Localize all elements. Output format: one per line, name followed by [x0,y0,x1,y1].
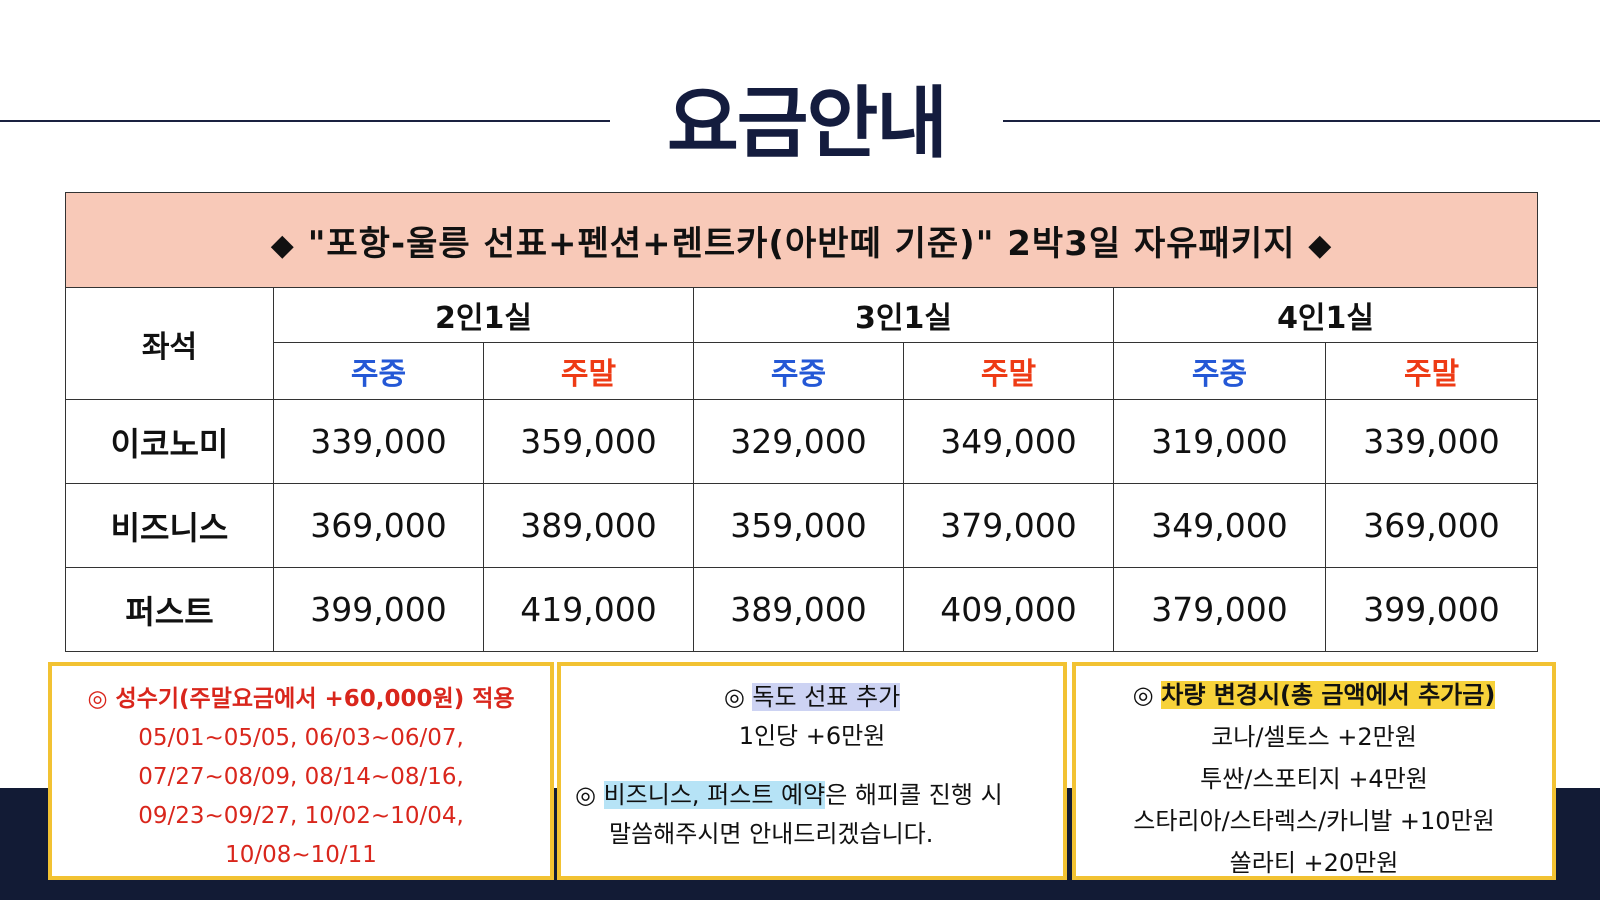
price-cell: 369,000 [273,483,484,568]
peak-season-note: ◎ 성수기(주말요금에서 +60,000원) 적용 05/01~05/05, 0… [48,662,554,880]
price-cell: 399,000 [273,567,484,652]
weekend-header: 주말 [903,342,1114,400]
title-divider-right [1003,120,1600,122]
peak-season-title: ◎ 성수기(주말요금에서 +60,000원) 적용 [87,686,515,712]
car-upgrade-label: 차량 변경시(총 금액에서 추가금) [1161,681,1496,709]
price-cell: 329,000 [693,399,904,484]
dokdo-ticket-price: 1인당 +6만원 [738,722,886,750]
reservation-highlight: 비즈니스, 퍼스트 예약 [603,781,826,809]
room-group-header: 4인1실 [1112,287,1539,343]
diamond-icon: ◆ [270,227,295,263]
price-cell: 349,000 [903,399,1114,484]
price-cell: 379,000 [903,483,1114,568]
peak-season-dates: 05/01~05/05, 06/03~06/07, [138,725,464,751]
price-cell: 369,000 [1324,483,1539,568]
circle-mark-icon: ◎ [723,683,745,711]
banner-text: "포항-울릉 선표+펜션+렌트카(아반떼 기준)" 2박3일 자유패키지 [307,223,1296,264]
reservation-note-line2: 말씀해주시면 안내드리겠습니다. [609,820,934,848]
weekend-header: 주말 [483,342,694,400]
dokdo-ticket-label: 독도 선표 추가 [752,683,901,711]
price-cell: 339,000 [273,399,484,484]
reservation-text: 은 해피콜 진행 시 [825,781,1003,809]
car-option: 쏠라티 +20만원 [1229,849,1399,877]
price-table: ◆ "포항-울릉 선표+펜션+렌트카(아반떼 기준)" 2박3일 자유패키지 ◆… [64,192,1539,652]
table-row: 비즈니스 369,000 389,000 359,000 379,000 349… [65,483,1539,568]
price-cell: 379,000 [1113,567,1326,652]
peak-season-dates: 10/08~10/11 [225,842,377,868]
seat-label: 퍼스트 [65,567,274,652]
weekday-header: 주중 [273,342,484,400]
price-cell: 409,000 [903,567,1114,652]
reservation-note-line1: ◎ 비즈니스, 퍼스트 예약은 해피콜 진행 시 [561,776,1063,815]
extras-note: ◎ 독도 선표 추가 1인당 +6만원 ◎ 비즈니스, 퍼스트 예약은 해피콜 … [557,662,1067,880]
price-cell: 399,000 [1324,567,1539,652]
diamond-icon: ◆ [1308,227,1333,263]
price-cell: 389,000 [693,567,904,652]
peak-season-dates: 09/23~09/27, 10/02~10/04, [138,803,464,829]
seat-label: 비즈니스 [65,483,274,568]
price-cell: 389,000 [483,483,694,568]
price-cell: 339,000 [1324,399,1539,484]
car-upgrade-note: ◎ 차량 변경시(총 금액에서 추가금) 코나/셀토스 +2만원 투싼/스포티지… [1072,662,1556,880]
circle-mark-icon: ◎ [575,781,596,809]
page-title: 요금안내 [666,79,948,169]
room-group-header: 2인1실 [273,287,694,343]
table-row: 퍼스트 399,000 419,000 389,000 409,000 379,… [65,567,1539,652]
price-cell: 359,000 [693,483,904,568]
car-option: 스타리아/스타렉스/카니발 +10만원 [1133,807,1495,835]
car-upgrade-title: ◎ 차량 변경시(총 금액에서 추가금) [1076,674,1552,716]
seat-header: 좌석 [65,287,274,400]
price-cell: 419,000 [483,567,694,652]
circle-mark-icon: ◎ [1132,681,1154,709]
price-cell: 359,000 [483,399,694,484]
seat-label: 이코노미 [65,399,274,484]
table-row: 이코노미 339,000 359,000 329,000 349,000 319… [65,399,1539,484]
dokdo-ticket-title: ◎ 독도 선표 추가 [561,678,1063,717]
weekday-header: 주중 [693,342,904,400]
price-cell: 319,000 [1113,399,1326,484]
package-banner: ◆ "포항-울릉 선표+펜션+렌트카(아반떼 기준)" 2박3일 자유패키지 ◆ [64,192,1539,288]
title-divider-left [0,120,610,122]
price-cell: 349,000 [1113,483,1326,568]
car-option: 투싼/스포티지 +4만원 [1200,765,1428,793]
weekend-header: 주말 [1324,342,1539,400]
peak-season-dates: 07/27~08/09, 08/14~08/16, [138,764,464,790]
room-group-header: 3인1실 [693,287,1114,343]
weekday-header: 주중 [1113,342,1326,400]
car-option: 코나/셀토스 +2만원 [1211,723,1417,751]
